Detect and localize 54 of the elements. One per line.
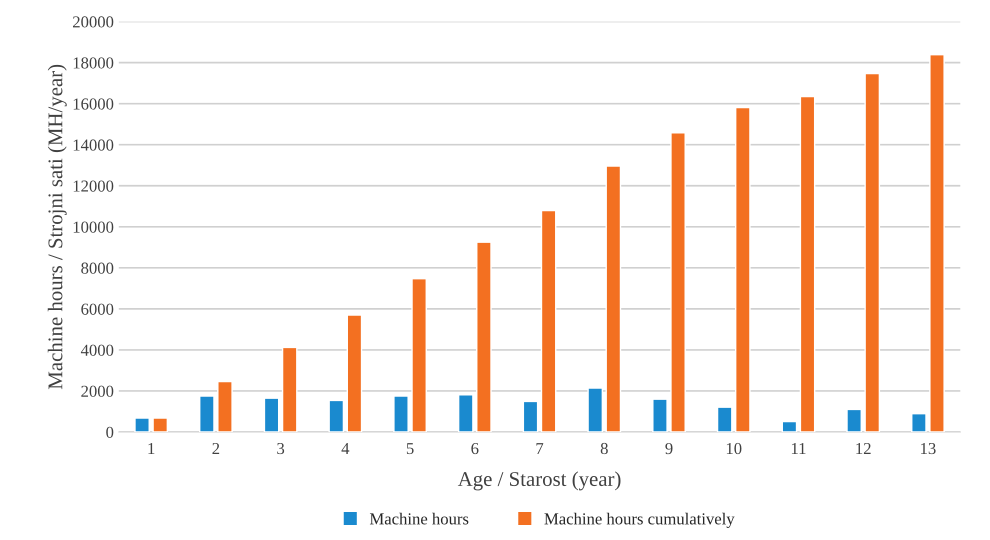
bar xyxy=(734,106,751,432)
bar xyxy=(346,314,362,432)
bar xyxy=(476,241,492,432)
y-tick-label: 20000 xyxy=(73,16,114,28)
legend-label: Machine hours xyxy=(370,512,468,524)
x-tick-label: 3 xyxy=(277,442,284,454)
x-tick-label: 11 xyxy=(792,442,806,454)
x-tick-label: 10 xyxy=(726,442,742,454)
x-tick-label: 8 xyxy=(600,442,608,454)
x-tick-label: 6 xyxy=(471,442,478,454)
x-axis-title: Age / Starost (year) xyxy=(458,471,620,490)
bar xyxy=(846,408,862,432)
bar xyxy=(606,165,622,432)
x-tick-label: 5 xyxy=(406,443,414,454)
bar xyxy=(199,395,215,432)
bar xyxy=(587,387,604,432)
y-tick-label: 2000 xyxy=(81,386,114,397)
bar xyxy=(411,278,427,432)
x-tick-label: 9 xyxy=(665,442,672,454)
bar xyxy=(217,380,233,432)
y-tick-label: 16000 xyxy=(74,98,114,110)
bar xyxy=(929,54,945,432)
bar xyxy=(800,96,816,432)
x-tick-label: 4 xyxy=(342,443,350,454)
x-tick-label: 13 xyxy=(921,442,936,454)
bar xyxy=(652,398,668,432)
bar xyxy=(134,417,150,432)
bar xyxy=(716,406,732,432)
x-tick-label: 1 xyxy=(148,442,154,454)
bar xyxy=(282,346,298,432)
legend-label: Machine hours cumulatively xyxy=(544,512,735,528)
y-tick-label: 18000 xyxy=(74,57,114,69)
bar xyxy=(864,72,880,432)
x-tick-label: 12 xyxy=(856,442,871,454)
bar xyxy=(540,210,556,432)
bar xyxy=(264,397,280,432)
bar xyxy=(328,400,344,432)
y-tick-label: 4000 xyxy=(80,344,114,356)
y-tick-label: 14000 xyxy=(74,139,114,151)
bar xyxy=(458,394,474,432)
x-tick-label: 2 xyxy=(212,442,220,454)
y-tick-label: 6000 xyxy=(81,304,114,315)
bar xyxy=(911,413,927,432)
y-axis-title: Machine hours / Strojni sati (MH/year) xyxy=(48,64,67,390)
y-tick-label: 12000 xyxy=(74,180,114,192)
y-tick-label: 0 xyxy=(106,426,114,438)
bar xyxy=(782,420,798,432)
bar xyxy=(522,400,538,432)
bar xyxy=(670,132,686,432)
bar xyxy=(393,395,409,432)
bar xyxy=(152,417,168,432)
x-tick-label: 7 xyxy=(536,443,544,454)
y-tick-label: 8000 xyxy=(81,262,114,274)
y-tick-label: 10000 xyxy=(74,222,114,233)
